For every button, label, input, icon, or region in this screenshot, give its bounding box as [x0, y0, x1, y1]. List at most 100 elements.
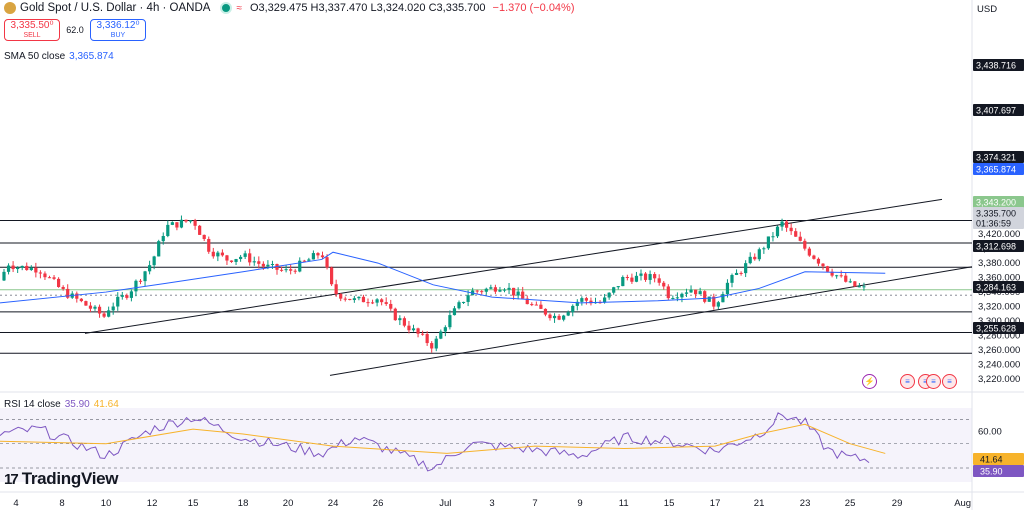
- candle-body: [93, 306, 97, 309]
- time-tick-label: 7: [532, 498, 537, 509]
- lightning-icon[interactable]: ⚡: [862, 374, 877, 389]
- price-label-box: [973, 163, 1024, 175]
- candle-body: [739, 272, 743, 274]
- sell-price: 3,335.50⁰: [10, 20, 54, 31]
- candle-body: [707, 296, 711, 302]
- candle-body: [43, 273, 47, 278]
- candle-body: [11, 265, 15, 270]
- buy-price: 3,336.12⁰: [96, 20, 140, 31]
- price-label-box: [973, 59, 1024, 71]
- time-tick-label: 23: [800, 498, 811, 509]
- candle-body: [762, 248, 766, 250]
- candle-body: [421, 333, 425, 335]
- us-flag-icon[interactable]: ≡: [942, 374, 957, 389]
- candle-body: [862, 286, 866, 288]
- sma-label: SMA 50 close: [4, 51, 66, 62]
- time-tick-label: 12: [147, 498, 158, 509]
- candle-body: [380, 299, 384, 303]
- candle-body: [225, 255, 229, 261]
- candle-body: [66, 288, 70, 298]
- candle-body: [639, 273, 643, 276]
- time-tick-label: 10: [101, 498, 112, 509]
- sell-label: SELL: [23, 32, 41, 39]
- price-label-box: [973, 151, 1024, 163]
- candle-body: [311, 253, 315, 260]
- candle-body: [6, 265, 11, 272]
- price-label-box: [973, 196, 1024, 208]
- change-value: −1.370 (−0.04%): [492, 2, 575, 14]
- us-flag-icon[interactable]: ≡: [926, 374, 941, 389]
- price-label: 3,407.697: [976, 106, 1016, 116]
- rsi-line: [0, 412, 870, 472]
- candle-body: [521, 291, 525, 299]
- candle-body: [216, 252, 220, 257]
- us-flag-icon[interactable]: ≡: [900, 374, 915, 389]
- candle-body: [116, 296, 120, 307]
- candle-body: [157, 241, 161, 257]
- candle-body: [798, 236, 802, 241]
- rsi-label: 35.90: [980, 467, 1003, 477]
- market-open-icon: [220, 2, 233, 14]
- sell-button[interactable]: 3,335.50⁰ SELL: [4, 19, 60, 41]
- candle-body: [853, 281, 857, 287]
- rsi-band: [0, 408, 972, 482]
- candle-body: [675, 297, 679, 299]
- price-tick-label: 3,320.000: [978, 302, 1020, 313]
- sma-value: 3,365.874: [69, 51, 114, 62]
- currency-label[interactable]: USD: [977, 4, 998, 15]
- candle-body: [612, 287, 616, 293]
- candle-body: [575, 301, 579, 306]
- candle-body: [603, 297, 607, 303]
- time-tick-label: 25: [845, 498, 856, 509]
- time-tick-label: Jul: [439, 498, 451, 509]
- candle-body: [389, 303, 393, 309]
- price-label-box: [973, 207, 1024, 219]
- candle-body: [120, 295, 124, 297]
- candle-body: [370, 302, 375, 304]
- candle-body: [302, 260, 306, 262]
- candle-body: [316, 253, 320, 256]
- candle-body: [571, 305, 575, 313]
- candle-body: [825, 266, 830, 272]
- symbol-title[interactable]: Gold Spot / U.S. Dollar · 4h · OANDA: [20, 2, 211, 14]
- candle-body: [284, 269, 288, 271]
- candle-body: [334, 284, 338, 294]
- candle-body: [293, 270, 297, 272]
- time-tick-label: 20: [283, 498, 294, 509]
- candle-body: [530, 304, 534, 306]
- candle-body: [789, 227, 793, 232]
- rsi-legend[interactable]: RSI 14 close 35.90 41.64: [4, 399, 119, 410]
- buy-button[interactable]: 3,336.12⁰ BUY: [90, 19, 146, 41]
- candle-body: [411, 328, 416, 331]
- candle-body: [47, 277, 52, 279]
- candle-body: [198, 225, 202, 235]
- candle-body: [621, 276, 625, 287]
- candle-body: [589, 300, 593, 304]
- candle-body: [366, 302, 370, 304]
- candle-body: [407, 325, 411, 331]
- candle-body: [248, 253, 252, 263]
- candle-body: [339, 293, 343, 299]
- price-label: 3,312.698: [976, 242, 1016, 252]
- candle-body: [721, 294, 725, 303]
- sma-legend[interactable]: SMA 50 close 3,365.874: [4, 51, 114, 62]
- time-tick-label: 15: [664, 498, 675, 509]
- candle-body: [38, 272, 42, 274]
- candle-body: [239, 256, 243, 260]
- candle-body: [803, 240, 807, 249]
- candle-body: [179, 219, 184, 228]
- time-tick-label: 3: [489, 498, 494, 509]
- trade-panel: 3,335.50⁰ SELL 62.0 3,336.12⁰ BUY: [4, 19, 146, 41]
- candle-body: [348, 298, 352, 301]
- low-value: L3,324.020: [370, 2, 426, 14]
- candle-body: [848, 281, 852, 283]
- candle-body: [343, 298, 347, 300]
- rsi-label-box: [973, 465, 1024, 477]
- price-label: 3,365.874: [976, 165, 1016, 175]
- candle-body: [330, 267, 334, 285]
- close-value: C3,335.700: [428, 2, 486, 14]
- candle-body: [88, 305, 93, 309]
- candle-body: [202, 234, 206, 239]
- candle-body: [785, 221, 789, 228]
